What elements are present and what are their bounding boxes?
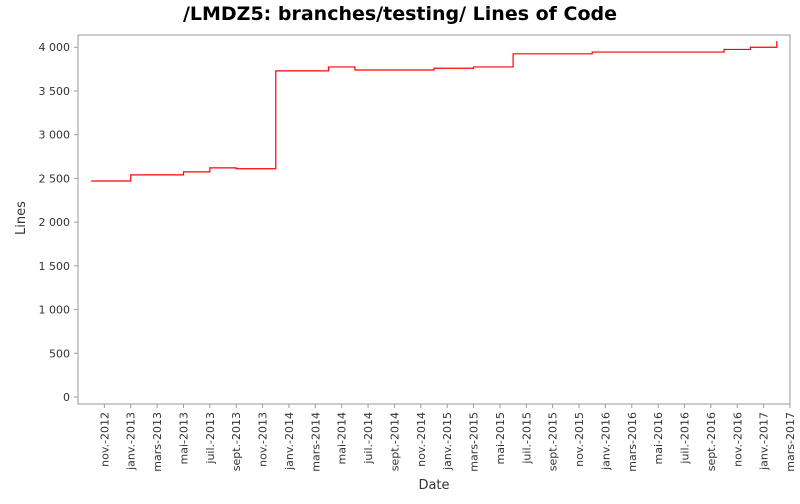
x-tick-label: janv.-2016 [599, 412, 612, 471]
y-tick-label: 3 500 [39, 85, 71, 98]
y-tick-label: 2 000 [39, 216, 71, 229]
x-tick-label: mai-2016 [652, 412, 665, 464]
x-tick-label: sept.-2014 [388, 412, 401, 471]
chart-title: /LMDZ5: branches/testing/ Lines of Code [183, 3, 617, 25]
x-tick-label: sept.-2013 [230, 412, 243, 471]
x-tick-label: juil.-2016 [679, 412, 692, 465]
x-tick-label: nov.-2013 [257, 412, 270, 467]
x-tick-label: sept.-2015 [547, 412, 560, 471]
x-tick-label: mars-2014 [309, 412, 322, 472]
x-tick-label: mars-2013 [151, 412, 164, 472]
x-tick-label: juil.-2015 [520, 412, 533, 465]
x-tick-label: janv.-2015 [441, 412, 454, 471]
x-tick-label: nov.-2012 [98, 412, 111, 467]
x-tick-label: sept.-2016 [705, 412, 718, 471]
x-tick-label: mars-2017 [784, 412, 797, 472]
x-tick-label: janv.-2013 [125, 412, 138, 471]
data-line [91, 41, 778, 182]
y-tick-label: 0 [63, 391, 70, 404]
x-tick-label: juil.-2014 [362, 412, 375, 465]
x-tick-label: mars-2015 [468, 412, 481, 472]
x-tick-label: nov.-2015 [573, 412, 586, 467]
y-tick-label: 1 000 [39, 304, 71, 317]
y-tick-label: 2 500 [39, 172, 71, 185]
x-tick-label: mai-2013 [177, 412, 190, 464]
x-tick-label: janv.-2017 [758, 412, 771, 471]
plot-area [77, 34, 791, 405]
x-tick-label: janv.-2014 [283, 412, 296, 471]
x-tick-label: mai-2014 [336, 412, 349, 464]
x-tick-label: juil.-2013 [204, 412, 217, 465]
y-tick-label: 500 [49, 347, 70, 360]
y-axis-title: Lines [14, 201, 29, 235]
x-axis-title: Date [418, 478, 449, 493]
x-tick-label: mai-2015 [494, 412, 507, 464]
y-tick-label: 3 000 [39, 129, 71, 142]
y-tick-label: 4 000 [39, 41, 71, 54]
x-tick-label: nov.-2016 [731, 412, 744, 467]
x-tick-label: nov.-2014 [415, 412, 428, 467]
x-tick-label: mars-2016 [626, 412, 639, 472]
y-tick-label: 1 500 [39, 260, 71, 273]
